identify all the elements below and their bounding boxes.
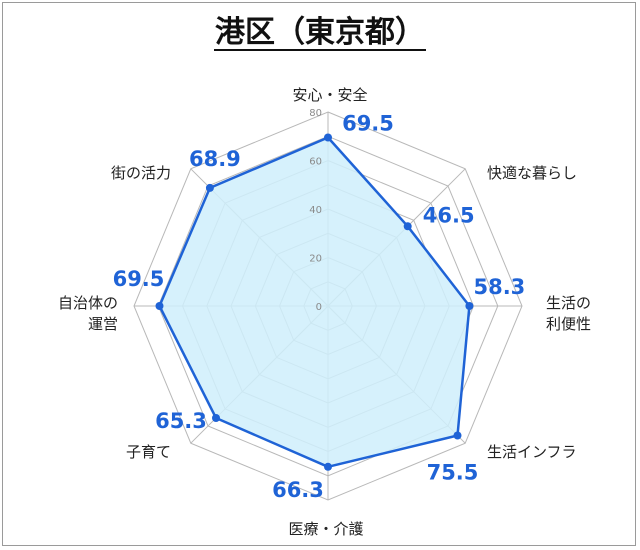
axis-label-line: 運営: [88, 315, 118, 333]
series-area: [159, 137, 470, 467]
value-label: 69.5: [113, 267, 165, 291]
axis-label: 街の活力: [111, 164, 171, 182]
value-label: 75.5: [427, 461, 479, 485]
axis-label: 快適な暮らし: [487, 164, 577, 182]
axis-label: 子育て: [126, 443, 171, 461]
data-point: [205, 183, 214, 192]
axis-label-line: 自治体の: [58, 294, 118, 312]
axis-label: 医療・介護: [288, 520, 363, 538]
tick-label: 80: [309, 108, 322, 119]
tick-label: 0: [316, 302, 322, 313]
axis-label: 生活の利便性: [546, 294, 591, 333]
series-layer: [155, 133, 474, 471]
data-point: [155, 302, 164, 310]
data-point: [324, 462, 332, 471]
axis-label-line: 利便性: [546, 315, 591, 333]
axis-label: 安心・安全: [292, 86, 367, 104]
axis-label: 自治体の運営: [58, 294, 118, 333]
tick-label: 40: [309, 205, 322, 216]
value-label: 65.3: [155, 409, 207, 433]
value-label: 69.5: [342, 112, 394, 136]
value-label: 66.3: [272, 478, 324, 502]
data-point: [212, 414, 220, 422]
data-point: [324, 133, 332, 142]
data-point: [453, 431, 462, 440]
title-group: 港区（東京都）: [214, 15, 426, 51]
chart-title: 港区（東京都）: [215, 15, 425, 50]
value-label: 46.5: [423, 203, 475, 227]
axis-label-line: 生活の: [546, 294, 591, 312]
tick-label: 60: [309, 157, 322, 168]
axis-label: 生活インフラ: [487, 443, 577, 461]
data-point: [465, 302, 474, 310]
data-point: [403, 222, 412, 231]
value-labels: 69.5 46.5 58.3 75.5 66.3 65.3 69.5 68.9: [113, 112, 526, 502]
value-label: 58.3: [473, 275, 525, 299]
value-label: 68.9: [189, 147, 241, 171]
tick-label: 20: [309, 254, 322, 265]
tick-labels: 0 20 40 60 80: [309, 108, 322, 313]
